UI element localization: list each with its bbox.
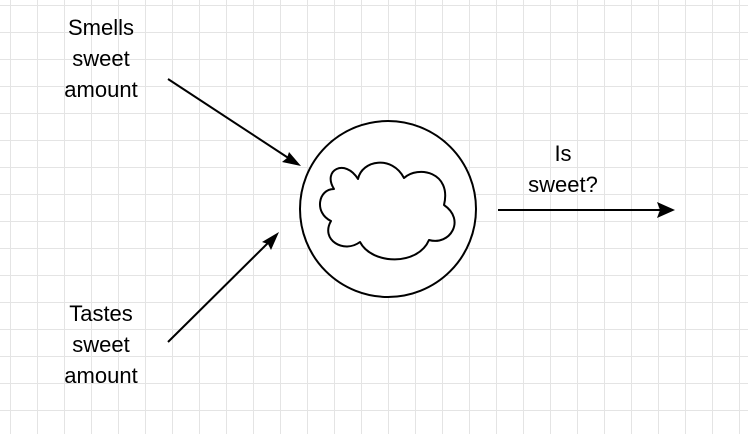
input-arrow-tastes (167, 236, 275, 343)
output-arrowhead (657, 202, 675, 218)
input-arrowhead-tastes (262, 232, 279, 250)
label-line: Tastes (69, 301, 133, 326)
label-line: Is (554, 141, 572, 166)
input-label-smells-sweet-amount: Smells sweet amount (36, 12, 166, 105)
label-line: Smells (67, 15, 134, 40)
cloud-icon (319, 161, 456, 261)
output-label-is-sweet: Is sweet? (503, 138, 623, 200)
label-line: sweet? (528, 172, 598, 197)
input-label-tastes-sweet-amount: Tastes sweet amount (36, 298, 166, 391)
label-line: sweet (72, 332, 130, 357)
input-arrow-smells (167, 78, 297, 164)
label-line: amount (64, 363, 138, 388)
label-line: sweet (72, 46, 130, 71)
label-line: amount (64, 77, 138, 102)
input-arrowhead-smells (282, 152, 301, 166)
